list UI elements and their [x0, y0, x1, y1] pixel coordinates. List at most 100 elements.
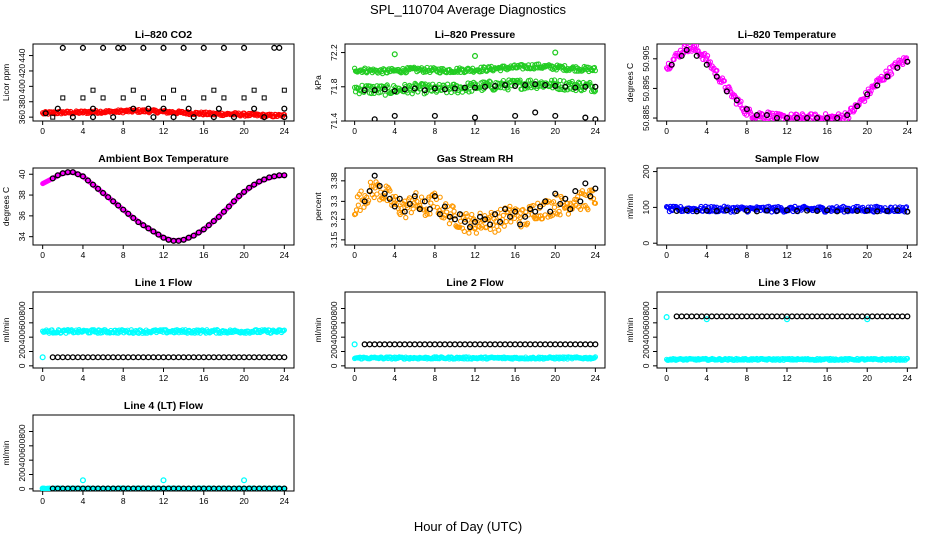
data-point [110, 198, 117, 205]
band-point [810, 119, 816, 121]
series-0 [351, 354, 599, 362]
y-axis-label: ml/min [313, 317, 323, 342]
data-point [391, 341, 398, 348]
data-point [185, 234, 192, 241]
data-point [844, 112, 851, 119]
data-point [557, 341, 564, 348]
data-point [200, 226, 207, 233]
data-point [552, 341, 559, 348]
band-point [711, 204, 717, 210]
band-point [497, 67, 504, 74]
series-line [40, 169, 287, 244]
data-point [371, 172, 378, 179]
band-point [881, 77, 887, 83]
data-point [84, 177, 92, 184]
band-point [461, 228, 467, 235]
band-point [575, 194, 581, 200]
band-point [451, 208, 457, 214]
data-point [89, 354, 97, 361]
plot-area [351, 49, 599, 121]
x-tick-label: 20 [239, 126, 249, 136]
data-point [361, 341, 368, 348]
data-point [471, 218, 479, 225]
x-tick-label: 0 [40, 250, 45, 260]
data-point [64, 354, 71, 361]
data-point [476, 341, 484, 348]
data-point [431, 193, 438, 200]
x-tick-label: 0 [352, 126, 357, 136]
y-tick-label: 50.905 [641, 46, 651, 72]
data-point [804, 207, 811, 214]
data-point [446, 213, 453, 220]
data-point [161, 95, 166, 101]
data-point [562, 341, 569, 348]
panel-ambient: Ambient Box Temperature degrees C 0 4 8 12 16 2… [1, 153, 295, 260]
series-1 [42, 44, 288, 121]
data-point [401, 86, 408, 93]
plot-area [40, 169, 288, 244]
y-tick-label: 400 [641, 330, 651, 344]
x-tick-label: 0 [352, 373, 357, 383]
data-point [592, 83, 599, 90]
data-point [135, 219, 142, 226]
y-axis-label: ml/min [1, 440, 11, 465]
x-tick-label: 4 [704, 373, 709, 383]
data-point [577, 198, 584, 205]
y-tick-label: 200 [641, 164, 651, 178]
x-tick-label: 12 [470, 126, 480, 136]
data-point [804, 313, 811, 320]
data-point [396, 341, 403, 348]
data-point [181, 95, 187, 101]
data-point [688, 313, 695, 320]
data-point [547, 341, 554, 348]
x-tick-label: 24 [280, 373, 290, 383]
data-point [748, 313, 755, 320]
panel-rh: Gas Stream RH percent 0 4 8 12 16 20 24 3.15 3.23 3… [313, 153, 606, 260]
x-tick-label: 16 [510, 373, 520, 383]
data-point [386, 195, 393, 202]
data-point [79, 173, 86, 180]
data-point [793, 207, 801, 215]
data-point [371, 116, 378, 121]
data-point [421, 198, 428, 205]
y-tick-label: 3.38 [329, 172, 339, 189]
band-point [447, 211, 454, 217]
data-point [411, 85, 418, 92]
data-point [406, 341, 413, 348]
data-point [904, 58, 911, 65]
x-tick-label: 24 [903, 250, 913, 260]
band-point [413, 190, 419, 196]
y-tick-label: 600 [641, 315, 651, 329]
series-1 [361, 172, 599, 231]
data-point [366, 341, 373, 348]
data-point [451, 216, 458, 223]
data-point [69, 169, 76, 176]
x-tick-label: 20 [239, 496, 249, 506]
data-point [251, 105, 258, 112]
band-point [501, 223, 507, 229]
data-point [854, 103, 861, 110]
data-point [416, 206, 423, 213]
data-point [215, 354, 222, 361]
series-0 [351, 61, 599, 77]
y-tick-label: 200 [17, 344, 27, 358]
data-point [804, 114, 811, 121]
y-tick-label: 800 [17, 424, 27, 438]
data-point [456, 341, 464, 348]
data-point [542, 198, 549, 205]
x-tick-label: 16 [199, 496, 209, 506]
band-point [573, 87, 579, 94]
x-tick-label: 16 [510, 250, 520, 260]
band-point [556, 208, 562, 215]
data-point [492, 341, 499, 348]
data-point [115, 44, 122, 51]
data-point [668, 61, 675, 68]
data-point [276, 354, 283, 361]
data-point [160, 354, 167, 361]
data-point [512, 208, 519, 215]
data-point [824, 313, 831, 320]
data-point [481, 216, 489, 223]
data-point [527, 206, 534, 213]
data-point [190, 354, 197, 361]
